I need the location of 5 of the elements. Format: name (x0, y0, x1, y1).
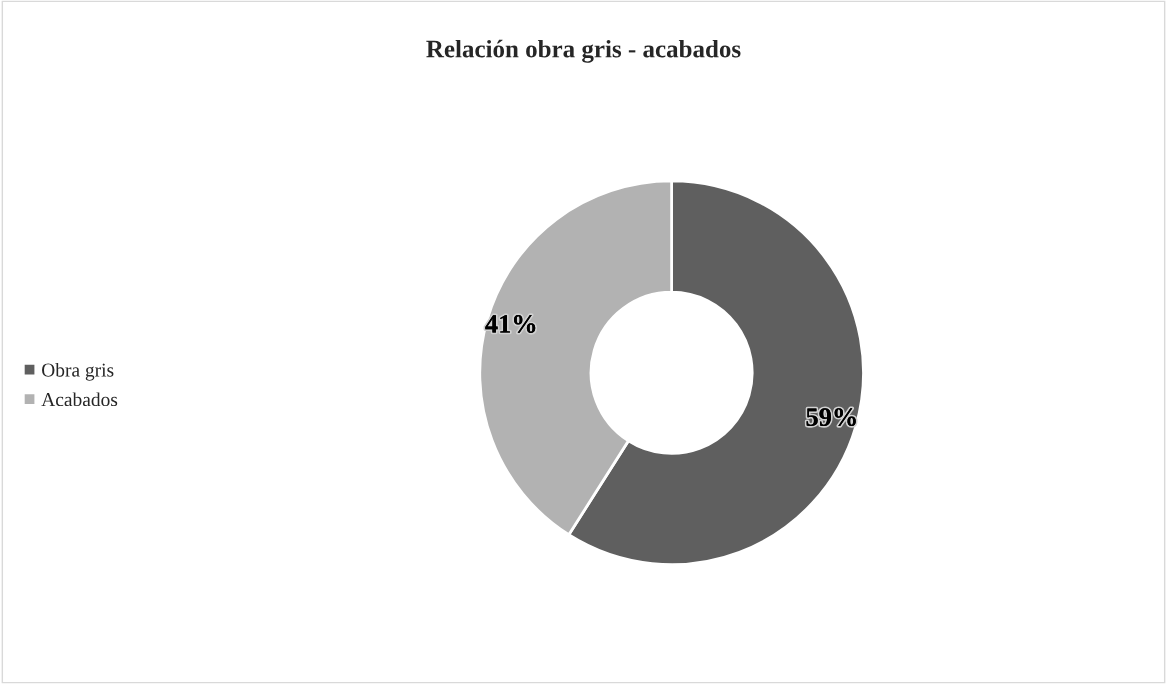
data-label: 41% (485, 315, 536, 333)
legend-label: Obra gris (42, 362, 114, 381)
data-label: 59% (806, 408, 856, 427)
legend-label: Acabados (41, 392, 118, 407)
chart-title: Relación obra gris - acabados (426, 39, 741, 63)
